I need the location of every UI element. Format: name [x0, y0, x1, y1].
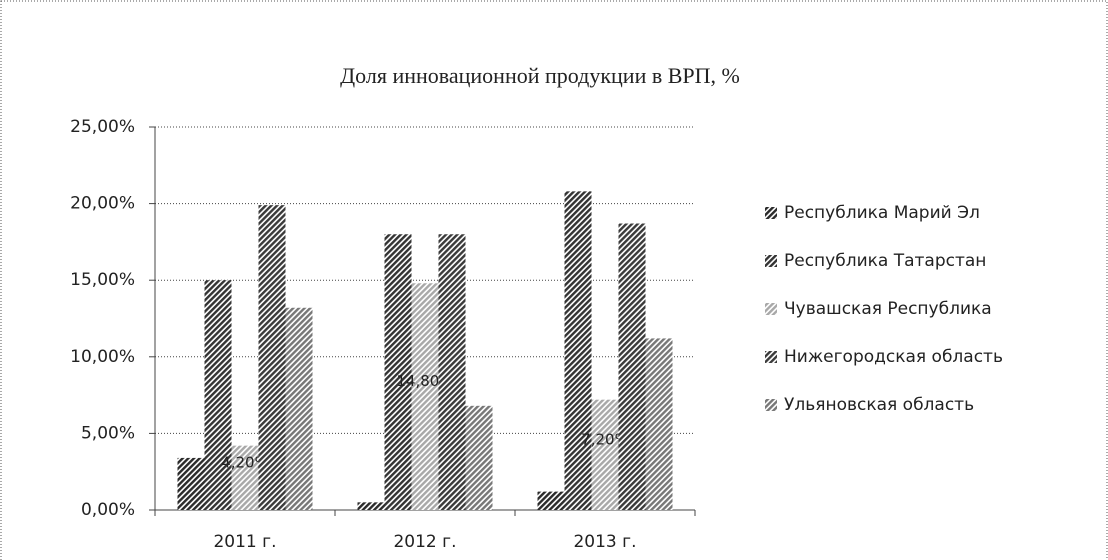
bar	[537, 491, 565, 510]
legend-swatch	[765, 255, 777, 267]
bar	[645, 338, 673, 510]
legend-label: Чувашская Республика	[784, 299, 992, 319]
y-tick-label: 20,00%	[70, 194, 135, 214]
bar	[357, 502, 385, 510]
legend-swatch	[765, 303, 777, 315]
legend-label: Республика Татарстан	[784, 251, 986, 271]
bar	[465, 405, 493, 510]
bar	[258, 205, 286, 510]
y-tick-label: 15,00%	[70, 270, 135, 290]
bar	[177, 457, 205, 510]
y-tick-label: 25,00%	[70, 117, 135, 137]
data-label: 4,20%	[221, 453, 269, 471]
bar	[564, 191, 592, 510]
legend-swatch	[765, 207, 777, 219]
legend-label: Нижегородская область	[784, 347, 1003, 367]
bar	[204, 280, 232, 510]
chart-title: Доля инновационной продукции в ВРП, %	[340, 63, 740, 88]
bar	[285, 307, 313, 510]
bar	[618, 223, 646, 511]
bar	[231, 445, 259, 510]
x-tick-label: 2013 г.	[573, 532, 636, 552]
bar	[438, 234, 466, 511]
x-tick-label: 2012 г.	[393, 532, 456, 552]
y-tick-label: 0,00%	[81, 500, 135, 520]
bar	[591, 399, 619, 510]
legend-swatch	[765, 351, 777, 363]
bar	[411, 283, 439, 510]
legend-label: Ульяновская область	[784, 395, 974, 415]
x-tick-label: 2011 г.	[213, 532, 276, 552]
data-label: 7,20%	[581, 430, 629, 448]
legend-label: Республика Марий Эл	[784, 203, 980, 223]
y-tick-label: 10,00%	[70, 347, 135, 367]
bar	[384, 234, 412, 511]
legend-swatch	[765, 399, 777, 411]
y-tick-label: 5,00%	[81, 423, 135, 443]
